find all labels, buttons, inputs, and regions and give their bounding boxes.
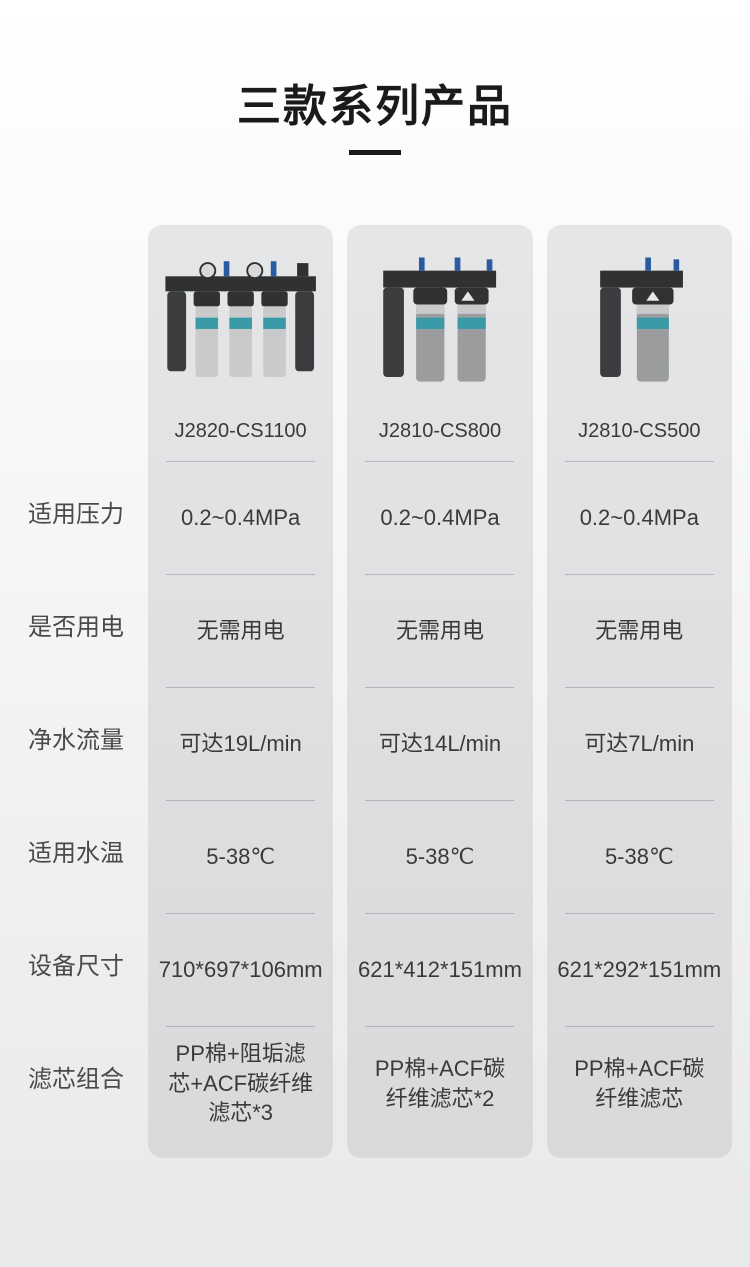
spec-cell: PP棉+ACF碳纤维滤芯 <box>565 1027 714 1140</box>
filter-icon <box>355 243 524 398</box>
row-label: 是否用电 <box>18 568 148 681</box>
title-underline <box>349 150 401 155</box>
spec-cell: 621*292*151mm <box>565 914 714 1027</box>
row-label: 适用压力 <box>18 455 148 568</box>
product-image-3 <box>555 243 724 398</box>
row-label: 适用水温 <box>18 794 148 907</box>
spec-cell: 0.2~0.4MPa <box>166 462 315 575</box>
product-image-2 <box>355 243 524 398</box>
spec-cell: 可达19L/min <box>166 688 315 801</box>
spec-cell: 621*412*151mm <box>365 914 514 1027</box>
spec-cell: 5-38℃ <box>565 801 714 914</box>
product-column-2: J2810-CS800 0.2~0.4MPa 无需用电 可达14L/min 5-… <box>347 225 532 1158</box>
product-image-1 <box>156 243 325 398</box>
spec-cell: 5-38℃ <box>166 801 315 914</box>
product-column-1: J2820-CS1100 0.2~0.4MPa 无需用电 可达19L/min 5… <box>148 225 333 1158</box>
filter-icon <box>555 243 724 398</box>
row-label: 净水流量 <box>18 681 148 794</box>
row-label: 滤芯组合 <box>18 1020 148 1133</box>
spec-cell: 0.2~0.4MPa <box>365 462 514 575</box>
spec-cell: 无需用电 <box>166 575 315 688</box>
spec-cell: 可达14L/min <box>365 688 514 801</box>
spec-cell: 5-38℃ <box>365 801 514 914</box>
spec-cell: PP棉+ACF碳纤维滤芯*2 <box>365 1027 514 1140</box>
product-column-3: J2810-CS500 0.2~0.4MPa 无需用电 可达7L/min 5-3… <box>547 225 732 1158</box>
model-name: J2810-CS800 <box>365 410 514 462</box>
spec-cell: 可达7L/min <box>565 688 714 801</box>
spec-cell: 无需用电 <box>565 575 714 688</box>
row-labels-column: 适用压力 是否用电 净水流量 适用水温 设备尺寸 滤芯组合 <box>18 225 148 1158</box>
spec-cell: PP棉+阻垢滤芯+ACF碳纤维滤芯*3 <box>166 1027 315 1140</box>
model-name: J2810-CS500 <box>565 410 714 462</box>
spec-cell: 710*697*106mm <box>166 914 315 1027</box>
model-name: J2820-CS1100 <box>166 410 315 462</box>
row-label: 设备尺寸 <box>18 907 148 1020</box>
product-columns: J2820-CS1100 0.2~0.4MPa 无需用电 可达19L/min 5… <box>148 225 732 1158</box>
page-title: 三款系列产品 <box>0 70 750 134</box>
spec-cell: 0.2~0.4MPa <box>565 462 714 575</box>
comparison-table: 适用压力 是否用电 净水流量 适用水温 设备尺寸 滤芯组合 <box>0 225 750 1158</box>
filter-icon <box>156 243 325 398</box>
spec-cell: 无需用电 <box>365 575 514 688</box>
